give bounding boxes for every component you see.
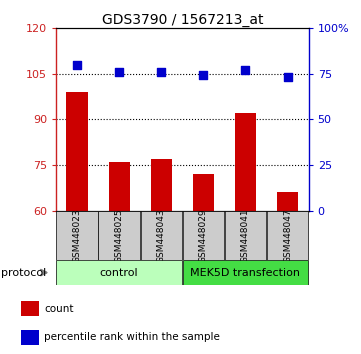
Bar: [140, 211, 182, 260]
Text: GSM448025: GSM448025: [115, 208, 123, 263]
Title: GDS3790 / 1567213_at: GDS3790 / 1567213_at: [101, 13, 263, 27]
Bar: [66, 92, 87, 211]
Point: [158, 69, 164, 75]
Point: [200, 72, 206, 78]
Point: [243, 67, 248, 73]
Bar: [151, 159, 172, 211]
Bar: [109, 162, 130, 211]
Text: GSM448047: GSM448047: [283, 208, 292, 263]
Bar: [235, 113, 256, 211]
Text: GSM448043: GSM448043: [157, 208, 166, 263]
Text: GSM448023: GSM448023: [73, 208, 82, 263]
Bar: [56, 211, 97, 260]
Text: percentile rank within the sample: percentile rank within the sample: [44, 332, 220, 342]
Text: GSM448029: GSM448029: [199, 208, 208, 263]
Bar: [277, 193, 298, 211]
Bar: [267, 211, 308, 260]
Bar: [99, 211, 140, 260]
Bar: [56, 260, 182, 285]
Bar: [225, 211, 266, 260]
Bar: [193, 174, 214, 211]
Bar: [183, 260, 308, 285]
Text: count: count: [44, 304, 74, 314]
Point: [285, 74, 291, 79]
Text: control: control: [100, 268, 138, 278]
Bar: [21, 301, 39, 316]
Point: [74, 62, 80, 68]
Text: MEK5D transfection: MEK5D transfection: [191, 268, 300, 278]
Bar: [21, 330, 39, 345]
Text: protocol: protocol: [1, 268, 46, 278]
Text: GSM448041: GSM448041: [241, 208, 250, 263]
Bar: [183, 211, 224, 260]
Point: [116, 69, 122, 75]
